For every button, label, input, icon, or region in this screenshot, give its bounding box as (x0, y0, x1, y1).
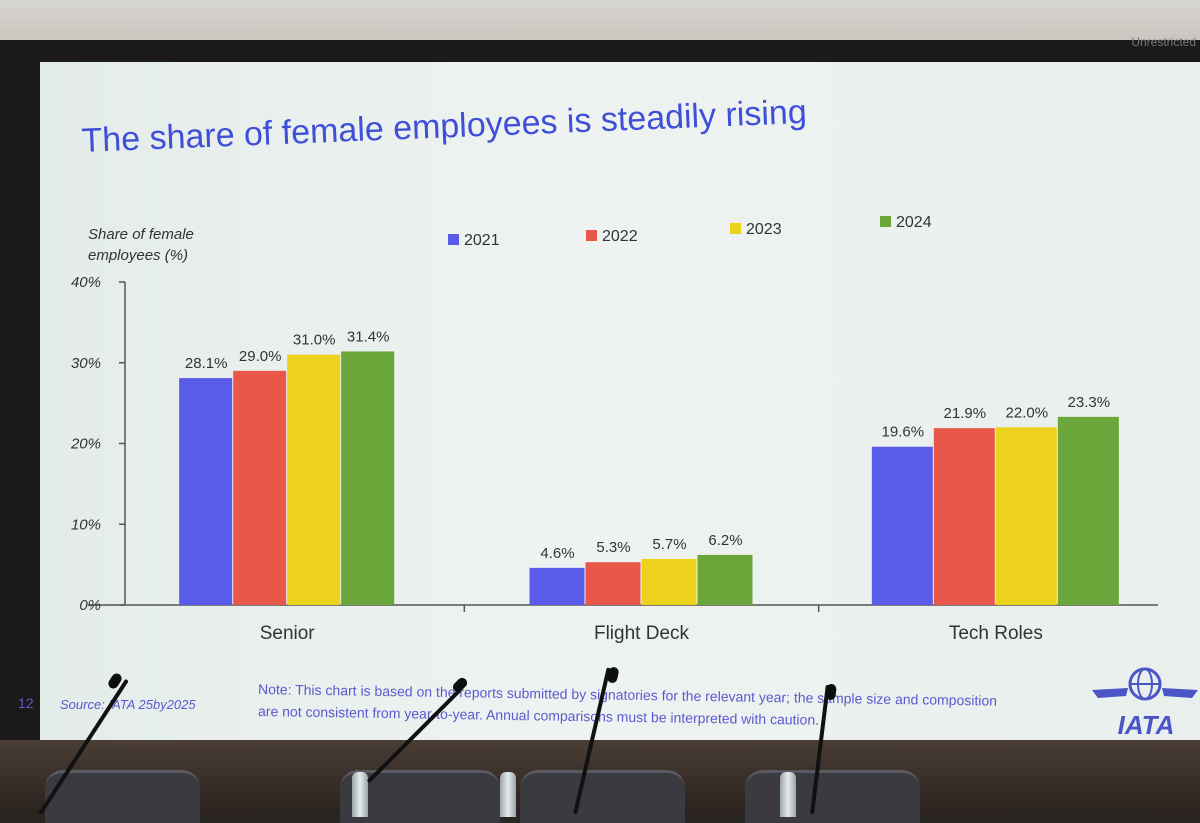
legend-swatch (730, 223, 741, 234)
legend: 2021 2022 2023 2024 (448, 214, 932, 249)
bar-2021-senior (179, 378, 233, 605)
chair (45, 770, 200, 823)
data-label: 28.1% (185, 355, 228, 372)
bar-2023-tech-roles (995, 427, 1057, 605)
data-label: 22.0% (1006, 404, 1049, 421)
category-label: Flight Deck (594, 623, 690, 644)
plot-area: 0% 10% 20% 30% 40% 28.1% 29.0% 31.0% 31.4% Senior… (70, 274, 1158, 644)
data-label: 6.2% (708, 532, 742, 549)
y-tick-label: 30% (71, 355, 101, 372)
data-label: 31.4% (347, 328, 390, 345)
source-note: Source: IATA 25by2025 (60, 697, 196, 712)
data-label: 19.6% (882, 424, 925, 441)
iata-logo: IATA (1092, 667, 1198, 740)
y-axis-label-line1: Share of female (88, 226, 194, 243)
bar-2021-tech-roles (871, 446, 933, 605)
y-tick-label: 10% (71, 516, 101, 533)
bar-2023-flight-deck (641, 558, 697, 605)
y-tick-label: 40% (71, 274, 101, 291)
classification-label: Unrestricted (1131, 35, 1196, 49)
bar-2024-flight-deck (697, 554, 753, 605)
y-tick-label: 20% (70, 436, 101, 453)
bar-2021-flight-deck (529, 567, 585, 605)
category-label: Senior (260, 623, 316, 644)
category-label: Tech Roles (949, 623, 1043, 644)
bar-2022-flight-deck (585, 562, 641, 605)
data-label: 4.6% (540, 545, 574, 562)
water-bottle (780, 772, 796, 817)
data-label: 29.0% (239, 348, 282, 365)
bar-2023-senior (287, 354, 341, 605)
legend-swatch (586, 230, 597, 241)
data-label: 23.3% (1068, 394, 1111, 411)
slide-title: The share of female employees is steadil… (81, 93, 808, 160)
data-label: 5.3% (596, 539, 630, 556)
y-axis-label-line2: employees (%) (88, 247, 188, 264)
bar-2022-tech-roles (933, 428, 995, 605)
right-wing-icon (1162, 688, 1198, 698)
left-wing-icon (1092, 688, 1128, 698)
legend-swatch (880, 216, 891, 227)
legend-label: 2022 (602, 228, 638, 245)
legend-swatch (448, 234, 459, 245)
chart-note-line2: are not consistent from year-to-year. An… (258, 703, 819, 728)
page-number: 12 (18, 695, 34, 711)
data-label: 5.7% (652, 536, 686, 553)
chair (745, 770, 920, 823)
y-tick-label: 0% (79, 597, 101, 614)
legend-label: 2021 (464, 232, 500, 249)
legend-label: 2023 (746, 221, 782, 238)
legend-label: 2024 (896, 214, 932, 231)
data-label: 21.9% (944, 405, 987, 422)
bar-2024-tech-roles (1057, 416, 1119, 605)
bar-2022-senior (233, 370, 287, 605)
water-bottle (500, 772, 516, 817)
bar-2024-senior (341, 351, 395, 605)
chair (520, 770, 685, 823)
data-label: 31.0% (293, 332, 336, 349)
iata-logo-text: IATA (1118, 710, 1175, 740)
water-bottle (352, 772, 368, 817)
